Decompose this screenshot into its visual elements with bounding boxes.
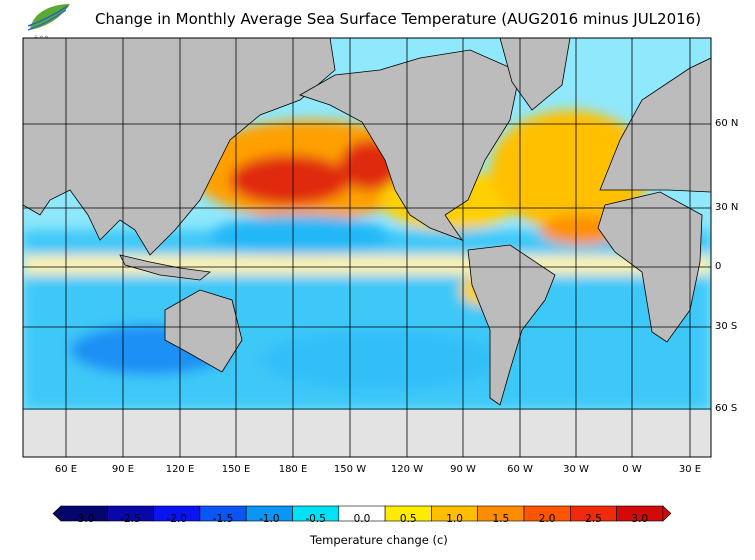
lat-label: 0 bbox=[715, 261, 722, 272]
north-america bbox=[299, 49, 521, 241]
colorbar-over-arrow bbox=[662, 505, 672, 522]
lon-label: 180 E bbox=[278, 464, 308, 475]
colorbar-under-arrow bbox=[52, 505, 62, 522]
sst-map bbox=[22, 37, 712, 458]
europe bbox=[599, 57, 711, 193]
colorbar-tick-label: -0.5 bbox=[305, 513, 326, 525]
lon-label: 90 W bbox=[450, 464, 476, 475]
colorbar-tick-label: 3.0 bbox=[631, 513, 649, 525]
colorbar-tick-label: -2.0 bbox=[166, 513, 188, 525]
colorbar-tick-label: 1.5 bbox=[492, 513, 510, 525]
lon-label: 30 E bbox=[678, 464, 702, 475]
lat-label: 60 N bbox=[715, 118, 739, 129]
antarctica bbox=[23, 430, 711, 457]
graticule bbox=[23, 38, 711, 457]
colorbar-title: Temperature change (c) bbox=[310, 533, 448, 547]
lon-label: 150 W bbox=[333, 464, 367, 475]
lon-label: 120 E bbox=[165, 464, 195, 475]
lat-label: 30 N bbox=[715, 202, 739, 213]
lon-label: 120 W bbox=[390, 464, 424, 475]
map-title: Change in Monthly Average Sea Surface Te… bbox=[95, 10, 702, 28]
lat-label: 60 S bbox=[715, 403, 738, 414]
svg-text:天 文 台: 天 文 台 bbox=[34, 34, 49, 40]
colorbar-tick-label: 2.5 bbox=[585, 513, 602, 525]
lon-label: 90 E bbox=[111, 464, 135, 475]
colorbar-tick-label: 0.5 bbox=[399, 513, 417, 525]
colorbar-tick-label: 0.0 bbox=[353, 513, 371, 525]
map-frame bbox=[22, 37, 712, 458]
colorbar-tick-label: 2.0 bbox=[538, 513, 556, 525]
lon-label: 0 W bbox=[622, 464, 642, 475]
australia bbox=[164, 289, 243, 373]
lon-label: 30 W bbox=[563, 464, 589, 475]
lat-label: 30 S bbox=[715, 321, 738, 332]
hko-logo: 天 文 台 bbox=[27, 4, 70, 40]
south-america bbox=[467, 244, 556, 406]
asia bbox=[23, 38, 336, 256]
greenland bbox=[499, 38, 571, 111]
lon-label: 60 W bbox=[507, 464, 533, 475]
colorbar-tick-label: -1.0 bbox=[259, 513, 280, 525]
lon-label: 60 E bbox=[54, 464, 78, 475]
land bbox=[23, 38, 711, 457]
colorbar-tick-label: -3.0 bbox=[73, 513, 95, 525]
lon-label: 150 E bbox=[221, 464, 251, 475]
colorbar-tick-label: -2.5 bbox=[120, 513, 141, 525]
colorbar-tick-label: -1.5 bbox=[212, 513, 234, 525]
colorbar-tick-label: 1.0 bbox=[446, 513, 463, 525]
